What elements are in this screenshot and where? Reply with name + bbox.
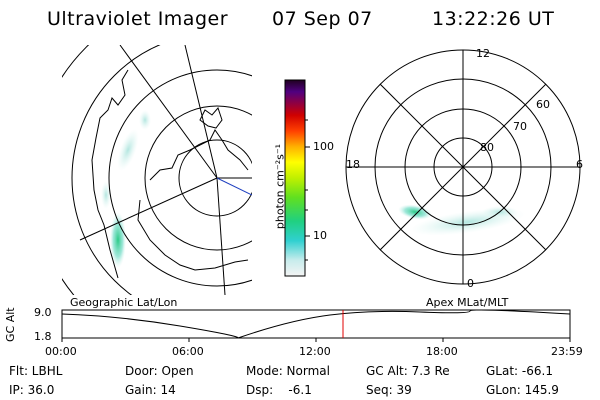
altitude-ytick-top: 9.0 [34, 306, 52, 319]
gain-info: Gain: 14 [125, 383, 176, 397]
mlt-label-18: 18 [346, 158, 360, 171]
aurora-oval [398, 204, 432, 220]
altitude-plot [61, 309, 571, 342]
ip-info: IP: 36.0 [9, 383, 55, 397]
mlt-label-12: 12 [476, 47, 490, 60]
mlat-label-80: 80 [480, 141, 494, 154]
x-tick-0000: 00:00 [45, 345, 77, 358]
time-label: 13:22:26 UT [432, 8, 555, 30]
x-tick-1200: 12:00 [299, 345, 331, 358]
aurora-patch [117, 129, 139, 171]
geographic-map [62, 45, 252, 295]
aurora-patch [139, 110, 151, 130]
x-tick-1800: 18:00 [426, 345, 458, 358]
geographic-panel-label: Geographic Lat/Lon [70, 296, 178, 309]
mlt-label-6: 6 [576, 158, 583, 171]
aurora-patch [110, 212, 126, 268]
colorbar-tick-100: 100 [313, 140, 334, 153]
aurora-patch [101, 181, 111, 209]
mlat-label-70: 70 [513, 120, 527, 133]
mlat-label-60: 60 [536, 98, 550, 111]
dsp-info: Dsp: -6.1 [246, 383, 312, 397]
seq-info: Seq: 39 [366, 383, 412, 397]
x-tick-2359: 23:59 [551, 345, 583, 358]
mlt-label-0: 0 [467, 277, 474, 290]
altitude-ytick-bottom: 1.8 [34, 330, 52, 343]
altitude-curve [61, 309, 571, 339]
instrument-title: Ultraviolet Imager [47, 8, 229, 30]
colorbar-ticks [305, 119, 310, 261]
date-label: 07 Sep 07 [272, 8, 373, 30]
gc-alt-info: GC Alt: 7.3 Re [366, 364, 450, 378]
altitude-ylabel: GC Alt [4, 307, 17, 342]
glat-info: GLat: -66.1 [486, 364, 553, 378]
glon-info: GLon: 145.9 [486, 383, 559, 397]
mlt-polar-plot [345, 49, 581, 285]
colorbar [284, 79, 306, 277]
door-info: Door: Open [125, 364, 194, 378]
colorbar-tick-10: 10 [313, 229, 327, 242]
mode-info: Mode: Normal [246, 364, 330, 378]
x-tick-0600: 06:00 [172, 345, 204, 358]
apex-panel-label: Apex MLat/MLT [426, 296, 509, 309]
colorbar-unit-label: photon cm⁻²s⁻¹ [273, 143, 287, 230]
filter-info: Flt: LBHL [9, 364, 63, 378]
